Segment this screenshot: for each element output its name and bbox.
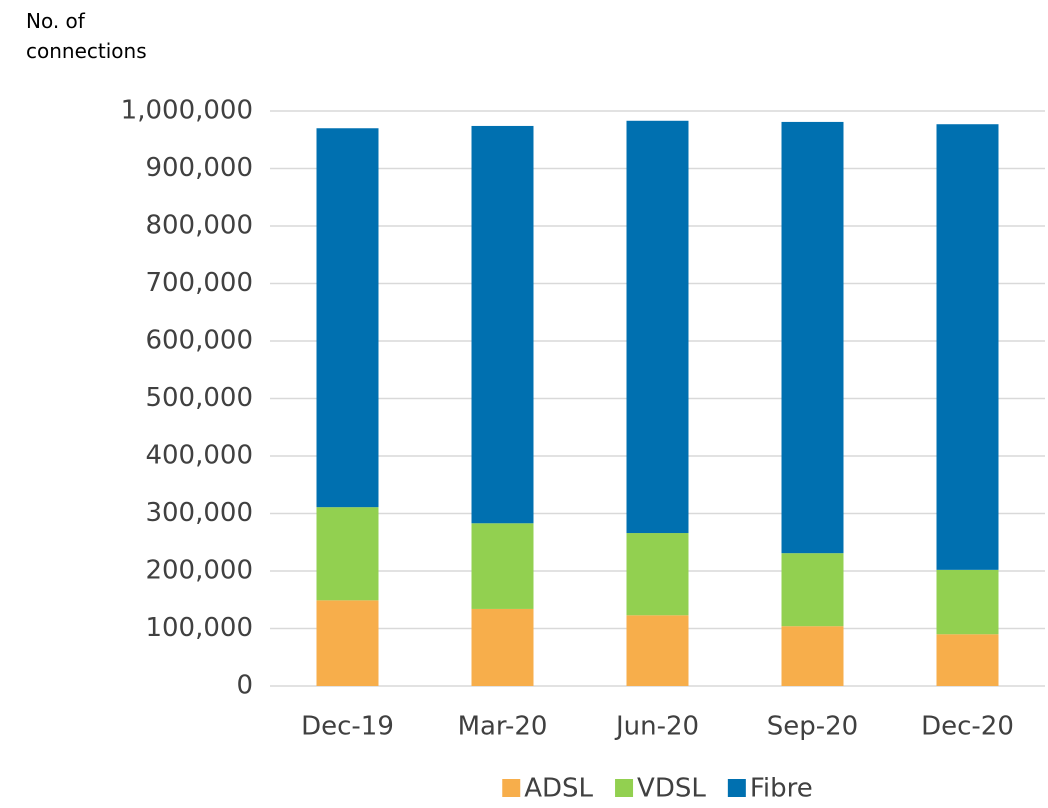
x-tick-label: Dec-19: [301, 712, 394, 742]
legend-label: ADSL: [524, 774, 593, 804]
y-tick-label: 200,000: [145, 556, 253, 586]
bar-segment: [316, 507, 379, 601]
y-tick-label: 400,000: [145, 441, 253, 471]
y-tick-label: 1,000,000: [121, 96, 253, 126]
bar-segment: [626, 120, 689, 534]
y-tick-label: 100,000: [145, 613, 253, 643]
bar-segment: [626, 615, 689, 686]
y-tick-label: 800,000: [145, 211, 253, 241]
bar-segment: [471, 125, 534, 524]
y-axis-label: No. of connections: [26, 9, 147, 63]
legend-swatch: [615, 779, 634, 797]
bar-segment: [471, 608, 534, 686]
x-tick-label: Jun-20: [614, 712, 699, 742]
bar-segment: [936, 634, 999, 686]
bar-segment: [936, 124, 999, 570]
bar-segment: [316, 128, 379, 508]
y-tick-label: 600,000: [145, 326, 253, 356]
bar-segment: [471, 523, 534, 609]
bar-segment: [626, 533, 689, 616]
legend-label: Fibre: [750, 774, 813, 804]
bar-segment: [781, 121, 844, 554]
y-tick-label: 900,000: [145, 153, 253, 183]
legend-label: VDSL: [637, 774, 706, 804]
bar-segment: [781, 553, 844, 627]
bar-segment: [936, 569, 999, 635]
bar-segment: [316, 600, 379, 686]
x-tick-label: Sep-20: [767, 712, 858, 742]
legend-swatch: [727, 779, 746, 797]
legend-swatch: [502, 779, 521, 797]
y-tick-label: 300,000: [145, 498, 253, 528]
bar-segment: [781, 626, 844, 686]
x-tick-label: Mar-20: [458, 712, 548, 742]
y-tick-label: 700,000: [145, 268, 253, 298]
y-tick-label: 500,000: [145, 383, 253, 413]
x-tick-label: Dec-20: [921, 712, 1014, 742]
y-tick-label: 0: [236, 671, 253, 701]
